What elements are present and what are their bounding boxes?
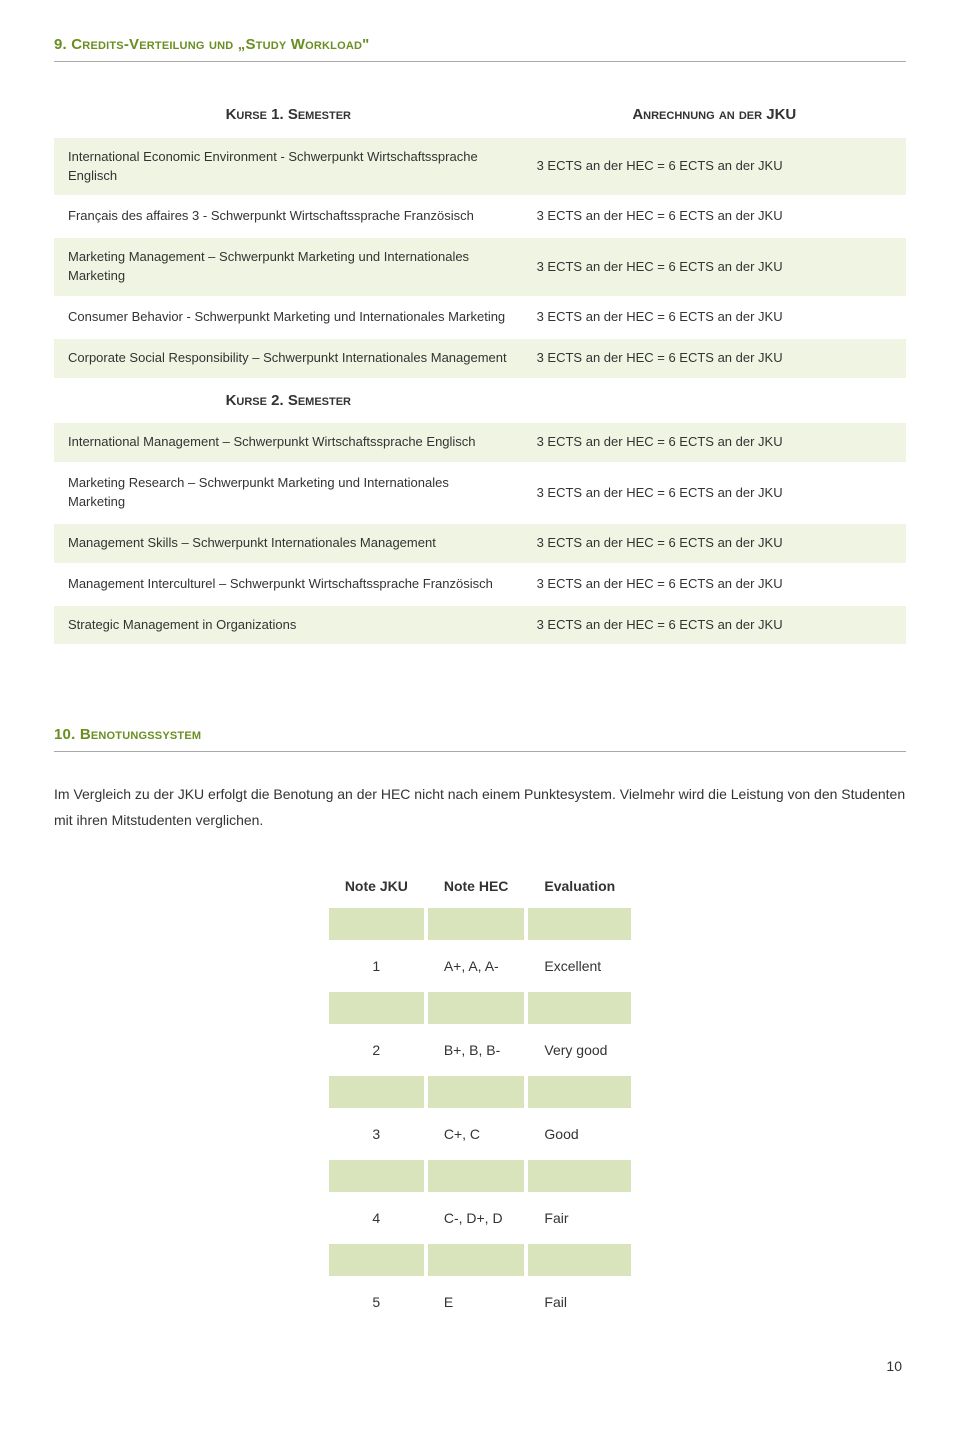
table-row: 5 E Fail <box>329 1280 631 1324</box>
course-cell: International Management – Schwerpunkt W… <box>54 423 523 462</box>
credits-header1-right: Anrechnung an der JKU <box>523 94 906 136</box>
credit-cell: 3 ECTS an der HEC = 6 ECTS an der JKU <box>523 524 906 563</box>
table-row: Management Interculturel – Schwerpunkt W… <box>54 565 906 604</box>
table-row: 2 B+, B, B- Very good <box>329 1028 631 1072</box>
grades-header-eval: Evaluation <box>528 868 631 904</box>
grade-eval: Fail <box>528 1280 631 1324</box>
course-cell: Strategic Management in Organizations <box>54 606 523 645</box>
section10-rule <box>54 751 906 752</box>
table-row: International Management – Schwerpunkt W… <box>54 423 906 462</box>
course-cell: International Economic Environment - Sch… <box>54 138 523 196</box>
course-cell: Consumer Behavior - Schwerpunkt Marketin… <box>54 298 523 337</box>
table-row: Français des affaires 3 - Schwerpunkt Wi… <box>54 197 906 236</box>
section10-paragraph: Im Vergleich zu der JKU erfolgt die Beno… <box>54 782 906 834</box>
credit-cell: 3 ECTS an der HEC = 6 ECTS an der JKU <box>523 138 906 196</box>
course-cell: Management Skills – Schwerpunkt Internat… <box>54 524 523 563</box>
section9-title: 9. Credits-Verteilung und „Study Workloa… <box>54 36 906 53</box>
grade-eval: Fair <box>528 1196 631 1240</box>
credit-cell: 3 ECTS an der HEC = 6 ECTS an der JKU <box>523 238 906 296</box>
credit-cell: 3 ECTS an der HEC = 6 ECTS an der JKU <box>523 423 906 462</box>
table-row: 1 A+, A, A- Excellent <box>329 944 631 988</box>
course-cell: Management Interculturel – Schwerpunkt W… <box>54 565 523 604</box>
course-cell: Corporate Social Responsibility – Schwer… <box>54 339 523 378</box>
credits-header2-left: Kurse 2. Semester <box>54 380 523 422</box>
course-cell: Marketing Research – Schwerpunkt Marketi… <box>54 464 523 522</box>
credit-cell: 3 ECTS an der HEC = 6 ECTS an der JKU <box>523 464 906 522</box>
grade-hec: A+, A, A- <box>428 944 525 988</box>
table-row: 4 C-, D+, D Fair <box>329 1196 631 1240</box>
grade-eval: Very good <box>528 1028 631 1072</box>
table-row: Corporate Social Responsibility – Schwer… <box>54 339 906 378</box>
grade-eval: Good <box>528 1112 631 1156</box>
grade-jku: 4 <box>329 1196 424 1240</box>
grades-header-row: Note JKU Note HEC Evaluation <box>329 868 631 904</box>
grades-divider <box>329 908 631 940</box>
credits-header2: Kurse 2. Semester <box>54 380 906 422</box>
page-number: 10 <box>54 1358 906 1374</box>
credits-header2-right <box>523 380 906 422</box>
credit-cell: 3 ECTS an der HEC = 6 ECTS an der JKU <box>523 298 906 337</box>
table-row: Management Skills – Schwerpunkt Internat… <box>54 524 906 563</box>
table-row: 3 C+, C Good <box>329 1112 631 1156</box>
table-row: Consumer Behavior - Schwerpunkt Marketin… <box>54 298 906 337</box>
grade-eval: Excellent <box>528 944 631 988</box>
credit-cell: 3 ECTS an der HEC = 6 ECTS an der JKU <box>523 197 906 236</box>
grade-hec: B+, B, B- <box>428 1028 525 1072</box>
grade-jku: 3 <box>329 1112 424 1156</box>
credits-header1-left: Kurse 1. Semester <box>54 94 523 136</box>
section9-rule <box>54 61 906 62</box>
table-row: Marketing Research – Schwerpunkt Marketi… <box>54 464 906 522</box>
grades-table: Note JKU Note HEC Evaluation 1 A+, A, A-… <box>325 864 635 1328</box>
table-row: International Economic Environment - Sch… <box>54 138 906 196</box>
grades-divider <box>329 992 631 1024</box>
grade-jku: 2 <box>329 1028 424 1072</box>
page: 9. Credits-Verteilung und „Study Workloa… <box>0 0 960 1394</box>
credit-cell: 3 ECTS an der HEC = 6 ECTS an der JKU <box>523 565 906 604</box>
grade-hec: E <box>428 1280 525 1324</box>
table-row: Marketing Management – Schwerpunkt Marke… <box>54 238 906 296</box>
grade-hec: C-, D+, D <box>428 1196 525 1240</box>
grades-header-jku: Note JKU <box>329 868 424 904</box>
course-cell: Marketing Management – Schwerpunkt Marke… <box>54 238 523 296</box>
credits-header1: Kurse 1. Semester Anrechnung an der JKU <box>54 94 906 136</box>
grades-header-hec: Note HEC <box>428 868 525 904</box>
grade-jku: 1 <box>329 944 424 988</box>
grade-jku: 5 <box>329 1280 424 1324</box>
grades-divider <box>329 1244 631 1276</box>
course-cell: Français des affaires 3 - Schwerpunkt Wi… <box>54 197 523 236</box>
credit-cell: 3 ECTS an der HEC = 6 ECTS an der JKU <box>523 606 906 645</box>
section10-title: 10. Benotungssystem <box>54 726 906 743</box>
credits-table: Kurse 1. Semester Anrechnung an der JKU … <box>54 92 906 646</box>
credit-cell: 3 ECTS an der HEC = 6 ECTS an der JKU <box>523 339 906 378</box>
table-row: Strategic Management in Organizations 3 … <box>54 606 906 645</box>
grades-divider <box>329 1076 631 1108</box>
grade-hec: C+, C <box>428 1112 525 1156</box>
grades-divider <box>329 1160 631 1192</box>
